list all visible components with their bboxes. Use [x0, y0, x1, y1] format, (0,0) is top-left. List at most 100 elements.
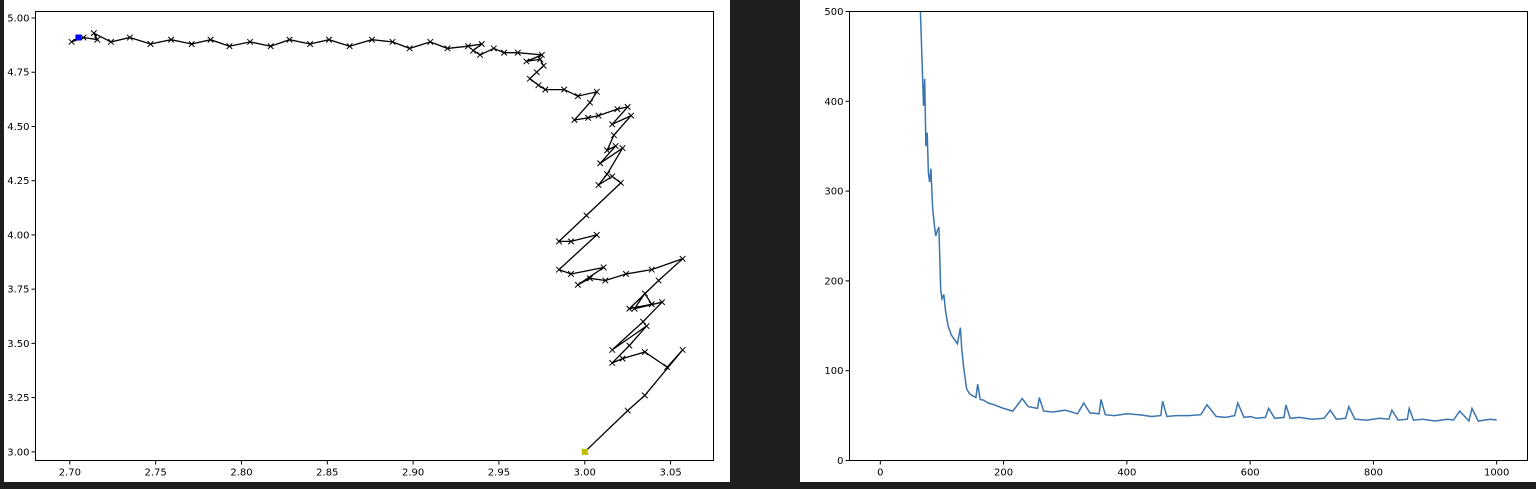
trajectory-xtick-label: 2.85 — [316, 468, 338, 479]
trajectory-point-marker — [614, 105, 621, 113]
trajectory-point-marker — [655, 277, 662, 284]
trajectory-point-marker — [535, 82, 542, 89]
trajectory-point-marker — [147, 40, 154, 48]
trajectory-point-marker — [626, 342, 633, 349]
start-point-marker — [75, 34, 82, 41]
trajectory-ytick-label: 3.25 — [7, 393, 29, 404]
trajectory-point-marker — [490, 45, 497, 52]
trajectory-point-marker — [514, 49, 521, 56]
trajectory-point-marker — [664, 364, 671, 371]
trajectory-point-marker — [583, 212, 590, 219]
trajectory-point-marker — [80, 34, 87, 41]
trajectory-point-marker — [603, 147, 611, 154]
trajectory-point-marker — [540, 62, 547, 69]
trajectory-point-marker — [464, 43, 472, 50]
trajectory-point-marker — [641, 348, 648, 356]
trajectory-point-marker — [478, 40, 485, 48]
trajectory-point-marker — [536, 56, 544, 63]
trajectory-point-marker — [188, 40, 195, 48]
trajectory-ytick-label: 5.00 — [7, 14, 29, 25]
trajectory-point-marker — [538, 51, 546, 59]
loss-line — [919, 11, 1497, 423]
trajectory-point-marker — [126, 34, 134, 41]
loss-xtick-label: 800 — [1364, 468, 1383, 479]
loss-ytick-label: 500 — [824, 7, 843, 18]
trajectory-xtick-label: 2.75 — [145, 468, 167, 479]
trajectory-point-marker — [90, 30, 98, 37]
trajectory-point-marker — [619, 144, 626, 152]
trajectory-xtick-label: 3.00 — [574, 468, 596, 479]
loss-xtick-label: 1000 — [1484, 468, 1509, 479]
trajectory-point-marker — [389, 38, 396, 46]
trajectory-ytick-label: 4.50 — [7, 122, 29, 133]
loss-ytick-label: 100 — [824, 366, 843, 377]
trajectory-point-marker — [574, 281, 582, 288]
trajectory-xtick-label: 2.70 — [59, 468, 81, 479]
trajectory-xtick-label: 3.05 — [659, 468, 681, 479]
trajectory-point-marker — [609, 121, 616, 128]
trajectory-point-marker — [470, 47, 477, 54]
trajectory-point-marker — [603, 171, 611, 178]
loss-xtick-label: 600 — [1241, 468, 1260, 479]
loss-axis-ticks: 0 200 400 600 800 1000 0 100 200 300 400 500 — [824, 7, 1509, 479]
loss-xtick-label: 400 — [1117, 468, 1136, 479]
trajectory-point-marker — [643, 322, 650, 330]
trajectory-point-marker — [542, 86, 549, 93]
trajectory-point-marker — [107, 38, 115, 46]
trajectory-point-marker — [555, 266, 563, 273]
trajectory-point-marker — [641, 392, 648, 399]
trajectory-point-marker — [595, 112, 602, 119]
trajectory-point-marker — [267, 43, 274, 50]
trajectory-point-marker — [641, 290, 648, 297]
trajectory-axis-ticks: 2.70 2.75 2.80 2.85 2.90 2.95 3.00 3.05 3.00 3.25… — [7, 14, 681, 479]
trajectory-point-marker — [325, 36, 333, 43]
loss-xtick-label: 200 — [994, 468, 1013, 479]
trajectory-point-marker — [368, 36, 376, 43]
trajectory-point-marker — [622, 270, 630, 278]
trajectory-point-marker — [609, 359, 616, 367]
loss-ytick-label: 400 — [824, 97, 843, 108]
trajectory-point-marker — [593, 231, 600, 239]
trajectory-point-marker — [427, 38, 434, 46]
loss-ytick-label: 200 — [824, 276, 843, 287]
loss-curve-chart: 0 200 400 600 800 1000 0 100 200 300 400 500 — [800, 0, 1536, 482]
end-point-marker — [581, 448, 588, 455]
trajectory-point-marker — [500, 49, 508, 56]
loss-plot-area — [919, 11, 1497, 423]
trajectory-point-marker — [226, 43, 233, 50]
loss-ytick-label: 0 — [837, 456, 843, 467]
trajectory-point-marker — [586, 275, 594, 282]
trajectory-point-marker — [679, 255, 686, 262]
loss-ytick-label: 300 — [824, 187, 843, 198]
trajectory-point-marker — [567, 270, 575, 278]
trajectory-point-marker — [624, 407, 631, 414]
trajectory-point-marker — [585, 114, 592, 121]
trajectory-point-marker — [626, 305, 633, 312]
trajectory-panel-background — [4, 0, 730, 482]
trajectory-point-marker — [679, 346, 686, 354]
trajectory-point-marker — [523, 58, 530, 65]
trajectory-point-marker — [597, 160, 604, 167]
trajectory-point-marker — [648, 266, 655, 273]
trajectory-xtick-label: 2.90 — [402, 468, 424, 479]
trajectory-point-marker — [612, 142, 619, 150]
trajectory-point-marker — [602, 277, 609, 284]
loss-xtick-label: 0 — [877, 468, 883, 479]
trajectory-point-marker — [631, 305, 638, 312]
trajectory-ytick-label: 3.75 — [7, 285, 29, 296]
trajectory-chart: 2.70 2.75 2.80 2.85 2.90 2.95 3.00 3.05 3.00 3.25… — [4, 0, 730, 482]
trajectory-point-marker — [639, 318, 647, 325]
trajectory-point-marker — [555, 238, 563, 245]
trajectory-point-marker — [444, 45, 451, 52]
trajectory-point-marker — [68, 38, 75, 46]
trajectory-ytick-label: 3.50 — [7, 339, 29, 350]
trajectory-point-marker — [571, 116, 578, 124]
trajectory-point-marker — [619, 355, 626, 362]
trajectory-point-marker — [586, 99, 594, 106]
trajectory-point-marker — [306, 40, 314, 48]
trajectory-point-marker — [617, 179, 624, 187]
trajectory-point-marker — [624, 103, 631, 111]
trajectory-ytick-label: 4.00 — [7, 230, 29, 241]
trajectory-point-marker — [207, 36, 214, 43]
